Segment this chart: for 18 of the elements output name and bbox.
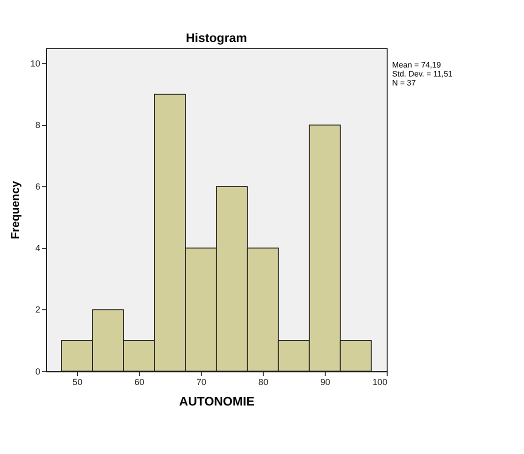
- x-axis-title: AUTONOMIE: [179, 394, 255, 408]
- y-tick-label: 8: [35, 120, 40, 130]
- y-tick-label: 2: [35, 304, 40, 315]
- x-tick-label: 70: [196, 376, 206, 387]
- text: Mean = 74,19: [392, 60, 442, 70]
- chart-title: Histogram: [186, 30, 248, 45]
- y-tick-label: 4: [35, 243, 40, 254]
- x-tick-label: 90: [320, 376, 330, 387]
- y-tick-label: 6: [35, 182, 40, 192]
- x-tick-label: 100: [372, 376, 388, 387]
- x-tick-label: 60: [134, 376, 144, 387]
- x-tick-label: 80: [258, 376, 268, 387]
- y-tick-label: 10: [30, 58, 40, 69]
- y-axis-title: Frequency: [10, 180, 22, 240]
- text: Std. Dev. = 11,51: [392, 69, 454, 78]
- x-tick-label: 50: [72, 376, 82, 387]
- y-tick-label: 0: [35, 366, 40, 376]
- text: N = 37: [392, 78, 416, 88]
